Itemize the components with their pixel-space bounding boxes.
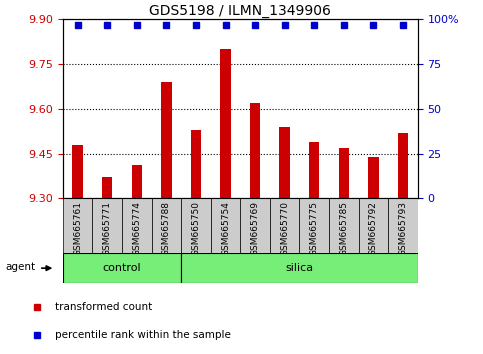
- Bar: [92, 198, 122, 253]
- Bar: [152, 198, 181, 253]
- Bar: [63, 198, 92, 253]
- Text: GSM665788: GSM665788: [162, 201, 171, 256]
- Text: GSM665769: GSM665769: [251, 201, 259, 256]
- Bar: [181, 253, 418, 283]
- Text: GSM665770: GSM665770: [280, 201, 289, 256]
- Text: GSM665774: GSM665774: [132, 201, 141, 256]
- Text: GSM665750: GSM665750: [191, 201, 200, 256]
- Bar: [131, 165, 142, 198]
- Bar: [358, 198, 388, 253]
- Text: GSM665771: GSM665771: [103, 201, 112, 256]
- Text: GSM665793: GSM665793: [398, 201, 408, 256]
- Bar: [339, 148, 349, 198]
- Bar: [211, 198, 241, 253]
- Text: percentile rank within the sample: percentile rank within the sample: [55, 330, 230, 341]
- Bar: [102, 177, 113, 198]
- Text: GSM665775: GSM665775: [310, 201, 319, 256]
- Bar: [270, 198, 299, 253]
- Text: silica: silica: [285, 263, 313, 273]
- Bar: [368, 156, 379, 198]
- Title: GDS5198 / ILMN_1349906: GDS5198 / ILMN_1349906: [149, 5, 331, 18]
- Bar: [181, 198, 211, 253]
- Bar: [388, 198, 418, 253]
- Text: GSM665785: GSM665785: [340, 201, 348, 256]
- Bar: [220, 49, 231, 198]
- Bar: [250, 103, 260, 198]
- Text: agent: agent: [5, 262, 35, 272]
- Bar: [72, 145, 83, 198]
- Text: GSM665754: GSM665754: [221, 201, 230, 256]
- Text: GSM665761: GSM665761: [73, 201, 82, 256]
- Text: GSM665792: GSM665792: [369, 201, 378, 256]
- Bar: [309, 142, 319, 198]
- Bar: [280, 127, 290, 198]
- Bar: [122, 198, 152, 253]
- Bar: [161, 82, 171, 198]
- Bar: [299, 198, 329, 253]
- Bar: [191, 130, 201, 198]
- Text: control: control: [103, 263, 141, 273]
- Text: transformed count: transformed count: [55, 302, 152, 312]
- Bar: [63, 253, 181, 283]
- Bar: [398, 133, 408, 198]
- Bar: [329, 198, 358, 253]
- Bar: [241, 198, 270, 253]
